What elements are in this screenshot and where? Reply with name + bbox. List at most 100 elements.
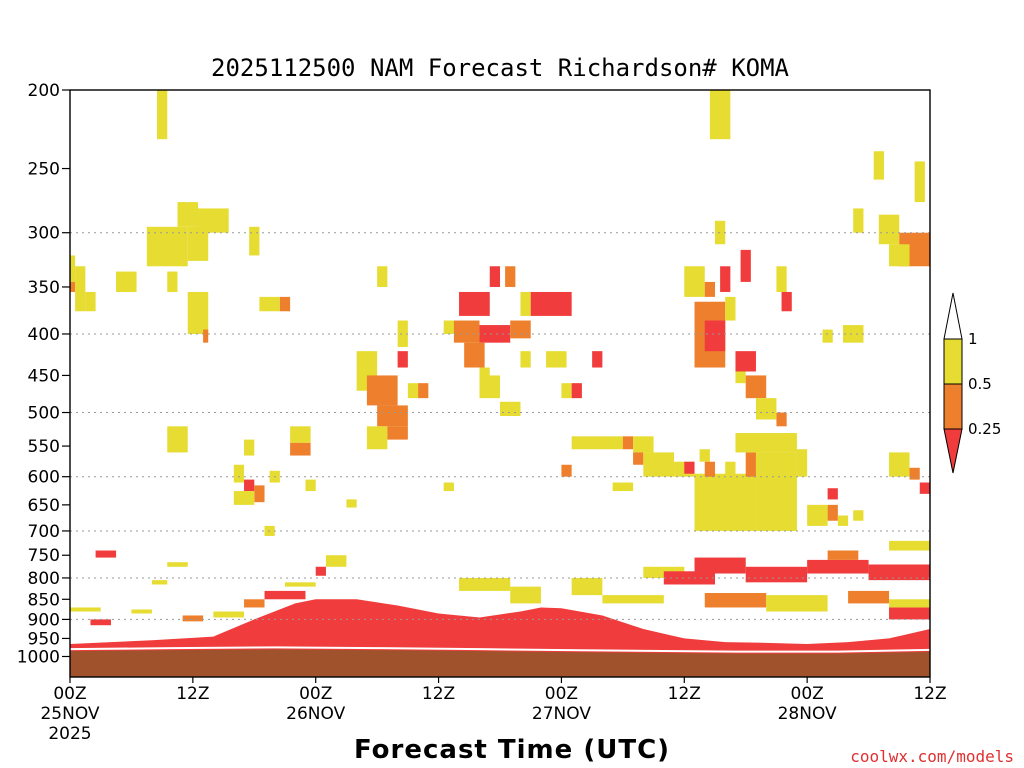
ri-cell [279, 296, 291, 312]
ri-cell [459, 291, 490, 316]
ri-cell [755, 452, 797, 531]
x-tick-label: 12Z [176, 684, 209, 704]
ri-cell [776, 412, 787, 427]
legend-swatch [943, 383, 963, 430]
ri-cell [530, 291, 572, 316]
ri-cell [889, 244, 910, 267]
ri-cell [182, 615, 204, 622]
ri-cell [75, 266, 86, 312]
ri-cell [704, 461, 715, 477]
ri-cell [259, 296, 280, 312]
legend-swatch [943, 338, 963, 385]
ri-cell [489, 266, 500, 287]
ri-cell [479, 325, 511, 343]
ri-cell [725, 461, 736, 477]
ri-cell [290, 426, 311, 443]
ri-cell [397, 351, 408, 368]
ri-cell [853, 208, 864, 233]
ri-cell [505, 266, 516, 287]
surface-line [70, 646, 930, 653]
ri-cell [704, 320, 726, 352]
ri-cell [177, 202, 198, 227]
ri-cell [684, 461, 695, 474]
ri-cell [889, 540, 930, 551]
ri-cell [346, 499, 357, 508]
ri-cell [70, 607, 101, 612]
ri-cell [776, 266, 787, 292]
ri-cell [694, 473, 756, 531]
ri-cell [70, 255, 76, 282]
y-tick-label: 800 [28, 569, 60, 589]
ri-cell [167, 271, 178, 292]
ri-cell [397, 320, 408, 347]
ri-cell [837, 515, 849, 526]
x-tick-label: 00Z [299, 684, 332, 704]
ri-cell [561, 383, 572, 399]
ri-cell [510, 586, 541, 604]
ri-cell [889, 607, 930, 620]
ri-cell [443, 482, 454, 492]
credit-text: coolwx.com/models [850, 747, 1014, 766]
y-tick-label: 350 [28, 278, 60, 298]
ri-cell [740, 249, 751, 282]
ri-cell [720, 266, 731, 292]
y-tick-label: 450 [28, 366, 60, 386]
ri-cell [919, 482, 930, 494]
plot-frame [69, 89, 931, 678]
legend-swatch-below [943, 428, 963, 474]
ri-cell [622, 436, 634, 450]
colorbar-legend: 1 0.5 0.25 [943, 292, 1001, 474]
y-tick-label: 200 [28, 81, 60, 101]
ri-cell [244, 479, 255, 492]
ri-cell [827, 488, 838, 500]
ri-cell [796, 449, 808, 477]
ri-cell [290, 442, 311, 456]
plot-area [69, 89, 931, 678]
ri-cell [766, 595, 828, 612]
ri-cell [694, 557, 746, 574]
ri-cell [464, 342, 485, 368]
ri-cell [510, 320, 531, 339]
ri-cell [233, 464, 245, 483]
ground-surface [70, 649, 930, 677]
y-axis: 200 250 300 350 400 450 500 550 600 650 700 750 8008… [17, 81, 70, 667]
ri-cell [459, 577, 511, 591]
y-tick-label: 750 [28, 546, 60, 566]
ri-cell [735, 351, 756, 372]
x-tick-date: 28NOV [778, 704, 837, 724]
ri-cell [914, 161, 925, 203]
ri-cell [704, 593, 767, 608]
ri-cell [853, 510, 864, 521]
ri-cell [612, 482, 634, 492]
ri-cell [889, 452, 910, 477]
ri-cell [285, 582, 316, 587]
y-tick-label: 1000 [17, 647, 60, 667]
y-tick-label: 650 [28, 496, 60, 516]
ri-cell [745, 452, 756, 477]
ri-cell [735, 433, 797, 453]
ri-cell [167, 562, 188, 567]
ri-cell [868, 564, 930, 581]
y-tick-label: 250 [28, 160, 60, 180]
ri-cell [633, 436, 654, 453]
ri-cell [187, 291, 209, 334]
x-tick-date: 27NOV [532, 704, 591, 724]
ri-cell [807, 559, 869, 574]
ri-cell [848, 590, 890, 604]
ri-cell [715, 220, 726, 245]
ri-cell [213, 611, 245, 618]
ri-cell [146, 226, 188, 267]
x-tick-date: 25NOV [40, 704, 99, 724]
y-tick-label: 900 [28, 610, 60, 630]
x-axis-label: Forecast Time (UTC) [354, 735, 670, 765]
ri-cell [453, 320, 480, 343]
ri-cell [520, 291, 531, 316]
x-tick-label: 12Z [668, 684, 701, 704]
ri-cell [807, 504, 828, 526]
y-tick-label: 700 [28, 522, 60, 542]
ri-cell [633, 452, 644, 465]
ri-cell [745, 375, 767, 399]
ri-cell [85, 291, 96, 312]
ri-cell [315, 566, 326, 576]
ri-cell [95, 550, 117, 558]
